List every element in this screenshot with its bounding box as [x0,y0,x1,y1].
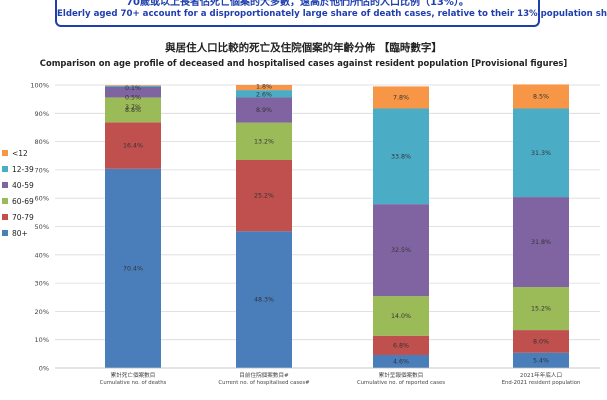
category-label-zh: 2021年年底人口 [520,371,562,379]
data-label: 70.4% [123,265,143,272]
data-label: 15.2% [531,306,551,313]
chart-legend: <12 12-39 40-59 60-69 70-79 80+ [2,145,34,241]
y-tick-label: 20% [35,308,49,316]
summary-banner: 70歲或以上長者佔死亡個案的大多數，遠高於他們所佔的人口比例（13%）。 Eld… [55,0,607,27]
data-label: 48.3% [254,297,274,304]
category-label-zh: 累計呈報個案數目 [379,371,424,379]
bar-segment [373,86,429,109]
data-label: 0.1% [125,85,141,92]
category-label-en: End-2021 resident population [502,380,581,386]
bar-segment [105,168,161,368]
data-label: 0.5% [125,94,141,101]
legend-swatch [2,214,8,220]
legend-swatch [2,182,8,188]
data-label: 14.0% [391,313,411,320]
legend-item: 12-39 [2,161,34,177]
bar-segment [105,97,161,123]
category-label-en: Cumulative no. of deaths [100,380,167,386]
data-label: 2.6% [256,92,272,99]
bar-segment [105,122,161,169]
data-label: 6.8% [393,342,409,349]
legend-label: 60-69 [12,196,34,206]
y-tick-label: 90% [35,110,49,118]
legend-item: 80+ [2,225,34,241]
data-label: 4.6% [393,358,409,365]
data-label: 3.7% [125,104,141,111]
y-tick-label: 0% [39,365,49,373]
y-tick-label: 50% [35,223,49,231]
y-tick-label: 100% [30,82,49,90]
legend-swatch [2,166,8,172]
bar-segment [105,85,161,87]
y-tick-label: 10% [35,336,49,344]
bar-segment [513,108,569,198]
legend-label: 40-59 [12,180,34,190]
data-label: 8.5% [533,93,549,100]
summary-banner-zh: 70歲或以上長者佔死亡個案的大多數，遠高於他們所佔的人口比例（13%）。 [126,0,469,8]
bar-segment [513,197,569,288]
data-label: 16.4% [123,143,143,150]
bar-segment [236,231,292,368]
data-label: 32.5% [391,247,411,254]
data-label: 5.4% [533,357,549,364]
legend-item: <12 [2,145,34,161]
bar-segment [373,296,429,336]
bar-segment [373,204,429,297]
legend-swatch [2,198,8,204]
category-label-en: Current no. of hospitalised cases# [218,380,310,386]
legend-item: 60-69 [2,193,34,209]
legend-label: 12-39 [12,164,34,174]
chart-subtitle: Comparison on age profile of deceased an… [39,58,568,68]
legend-label: <12 [12,148,28,158]
legend-label: 70-79 [12,212,34,222]
y-tick-label: 80% [35,138,49,146]
category-label-zh: 累計死亡個案數目 [111,371,156,379]
y-tick-label: 70% [35,166,49,174]
data-label: 8.9% [256,107,272,114]
data-label: 7.8% [393,94,409,101]
legend-swatch [2,150,8,156]
bar-segment [236,85,292,91]
legend-item: 70-79 [2,209,34,225]
data-label: 33.8% [391,153,411,160]
bar-segment [513,330,569,353]
data-label: 1.8% [256,84,272,91]
data-label: 31.3% [531,150,551,157]
legend-label: 80+ [12,228,28,238]
legend-swatch [2,230,8,236]
category-label-zh: 目前住院個案數目# [239,371,289,379]
bar-segment [513,84,569,109]
y-tick-label: 30% [35,280,49,288]
bar-segment [513,287,569,331]
bar-segment [105,85,161,86]
bar-segment [236,159,292,232]
category-label-en: Cumulative no. of reported cases [357,380,445,386]
bar-segment [373,335,429,355]
summary-banner-en: Elderly aged 70+ account for a dispropor… [57,9,607,19]
bar-segment [236,90,292,98]
y-tick-label: 60% [35,195,49,203]
data-label: 25.2% [254,193,274,200]
bar-segment [513,352,569,368]
bar-segment [373,354,429,368]
bar-segment [236,97,292,123]
data-label: 31.8% [531,239,551,246]
legend-item: 40-59 [2,177,34,193]
data-label: 8.8% [125,107,141,114]
chart-title: 與居住人口比較的死亡及住院個案的年齡分佈 【臨時數字】 [165,42,442,54]
y-tick-label: 40% [35,251,49,259]
bar-segment [236,122,292,160]
bar-segment [373,108,429,205]
data-label: 13.2% [254,138,274,145]
data-label: 8.0% [533,338,549,345]
bar-segment [105,86,161,98]
